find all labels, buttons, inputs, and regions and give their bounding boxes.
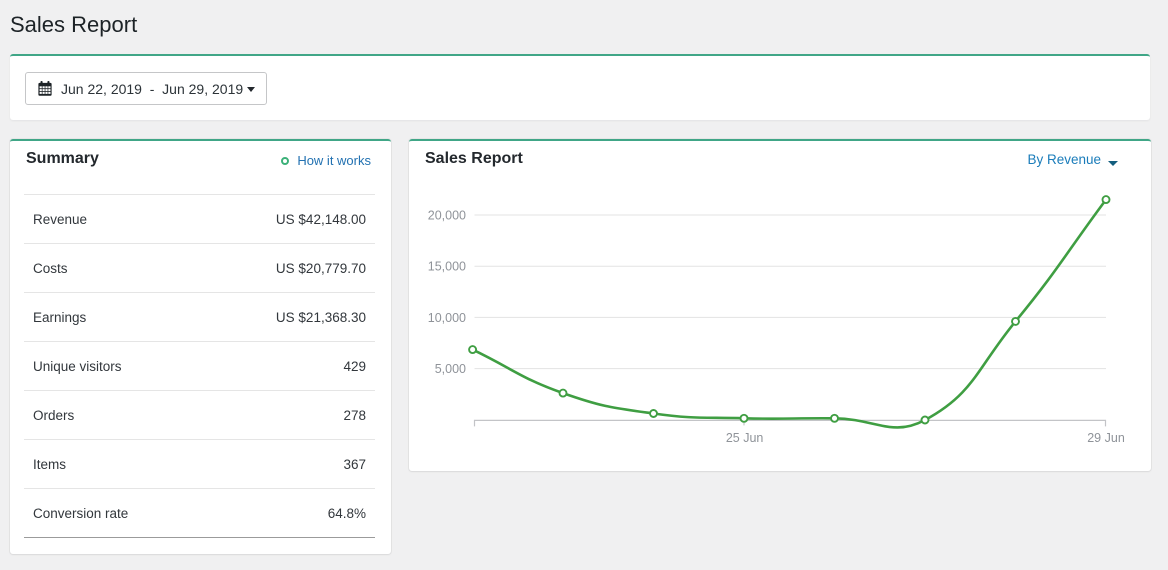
svg-text:29 Jun: 29 Jun <box>1087 431 1125 445</box>
svg-text:15,000: 15,000 <box>428 260 466 274</box>
svg-text:20,000: 20,000 <box>428 209 466 223</box>
svg-text:25 Jun: 25 Jun <box>726 431 764 445</box>
svg-text:5,000: 5,000 <box>435 362 466 376</box>
svg-text:10,000: 10,000 <box>428 311 466 325</box>
